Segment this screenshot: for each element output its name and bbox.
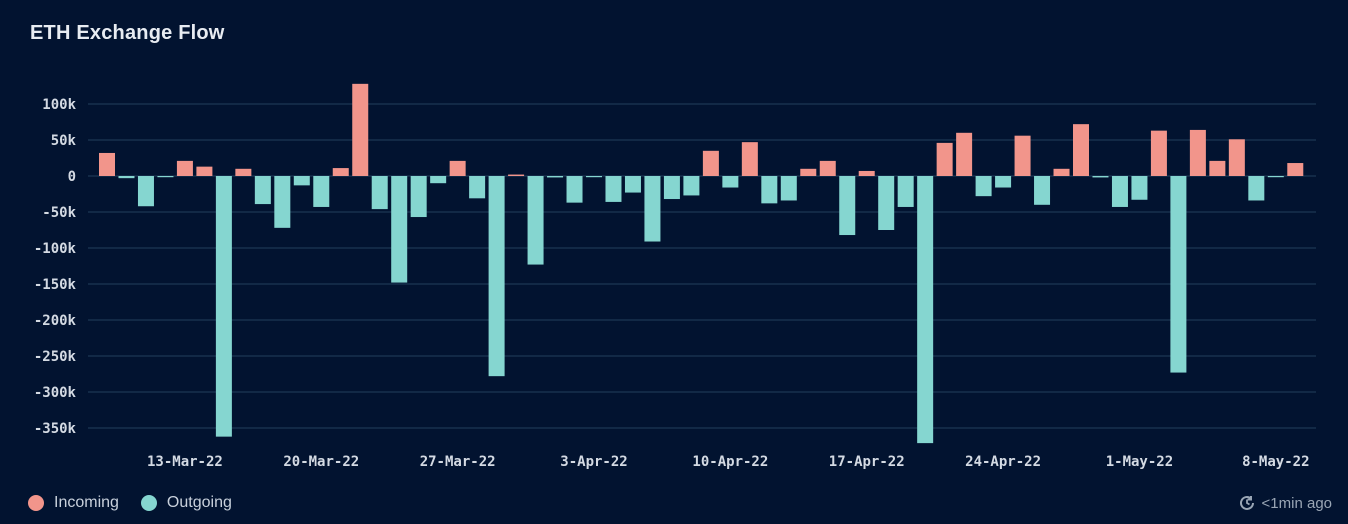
updated-text: <1min ago [1261, 494, 1332, 512]
legend: Incoming Outgoing [28, 494, 254, 512]
bar-outgoing [157, 176, 174, 178]
legend-label-outgoing: Outgoing [166, 494, 232, 511]
bar-outgoing [878, 176, 895, 230]
refresh-clock-icon [1239, 495, 1254, 510]
chart-title: ETH Exchange Flow [30, 22, 225, 44]
bar-outgoing [488, 176, 505, 377]
bar-incoming [1150, 130, 1167, 176]
y-tick-label: -200k [34, 313, 77, 329]
x-tick-label: 3-Apr-22 [560, 454, 627, 470]
bar-outgoing [293, 176, 310, 186]
bar-incoming [1073, 124, 1089, 176]
bar-outgoing [469, 176, 486, 199]
legend-label-incoming: Incoming [54, 494, 119, 511]
bar-incoming [196, 166, 213, 176]
bar-outgoing [527, 176, 544, 265]
bar-incoming [1287, 163, 1304, 176]
x-tick-label: 8-May-22 [1242, 454, 1309, 470]
x-tick-label: 17-Apr-22 [829, 454, 905, 470]
bar-outgoing [371, 176, 388, 210]
bar-outgoing [683, 176, 700, 196]
bar-incoming [800, 168, 817, 176]
bar-incoming [235, 168, 252, 176]
bar-outgoing [761, 176, 778, 204]
bar-incoming [702, 150, 719, 176]
incoming-swatch [28, 495, 44, 511]
bar-outgoing [1131, 176, 1148, 200]
bar-outgoing [547, 176, 564, 178]
y-tick-label: -250k [34, 349, 77, 365]
bar-outgoing [722, 176, 739, 188]
x-tick-label: 10-Apr-22 [692, 454, 768, 470]
bar-incoming [1014, 135, 1031, 176]
bar-incoming [352, 83, 369, 176]
bar-incoming [176, 160, 193, 176]
bar-outgoing [644, 176, 661, 242]
bar-incoming [936, 142, 953, 176]
bar-outgoing [995, 176, 1012, 188]
legend-item-incoming[interactable]: Incoming [28, 494, 119, 512]
bar-outgoing [586, 176, 602, 178]
bar-incoming [449, 160, 466, 176]
bar-incoming [332, 168, 349, 176]
legend-item-outgoing[interactable]: Outgoing [140, 494, 232, 512]
x-tick-label: 1-May-22 [1106, 454, 1173, 470]
y-tick-label: -350k [34, 421, 77, 437]
bar-outgoing [917, 176, 934, 444]
bar-incoming [508, 174, 525, 176]
bar-incoming [1189, 129, 1206, 176]
outgoing-swatch [140, 495, 157, 511]
last-updated: <1min ago [1238, 494, 1332, 512]
bar-outgoing [1267, 176, 1284, 178]
x-tick-label: 24-Apr-22 [965, 454, 1041, 470]
y-tick-label: -100k [34, 241, 77, 257]
bar-outgoing [391, 176, 408, 283]
y-tick-label: 0 [68, 169, 76, 185]
bar-chart: 100k 50k 0 -50k -100k -150k -200k -250k -300k -35… [34, 83, 1316, 470]
bar-outgoing [313, 176, 330, 207]
bar-outgoing [566, 176, 583, 203]
bar-outgoing [663, 176, 680, 200]
bar-incoming [819, 160, 836, 176]
bar-outgoing [839, 176, 856, 236]
y-tick-label: 100k [42, 97, 76, 113]
bar-incoming [956, 132, 973, 176]
y-tick-label: -300k [34, 385, 77, 401]
x-tick-label: 20-Mar-22 [283, 454, 359, 470]
bar-outgoing [1092, 176, 1109, 178]
bar-incoming [1228, 139, 1245, 176]
bar-outgoing [430, 176, 447, 184]
x-tick-label: 27-Mar-22 [420, 454, 496, 470]
bar-outgoing [274, 176, 291, 228]
bar-outgoing [1111, 176, 1128, 207]
bar-outgoing [254, 176, 271, 205]
bar-outgoing [624, 176, 641, 193]
bar-incoming [99, 152, 115, 176]
y-tick-label: 50k [51, 133, 77, 149]
bar-outgoing [410, 176, 427, 218]
bar-incoming [1209, 160, 1226, 176]
bar-outgoing [1248, 176, 1265, 201]
y-tick-label: -50k [42, 205, 76, 221]
bar-incoming [1053, 168, 1070, 176]
bar-outgoing [215, 176, 232, 437]
bar-outgoing [137, 176, 154, 207]
bar-outgoing [780, 176, 797, 201]
bar-outgoing [897, 176, 914, 207]
bar-outgoing [1170, 176, 1187, 373]
y-tick-label: -150k [34, 277, 77, 293]
bar-incoming [858, 170, 875, 176]
bar-outgoing [1034, 176, 1051, 205]
bar-outgoing [118, 176, 135, 179]
x-tick-label: 13-Mar-22 [147, 454, 223, 470]
bar-incoming [741, 142, 758, 176]
bar-outgoing [975, 176, 992, 197]
bar-outgoing [605, 176, 622, 202]
